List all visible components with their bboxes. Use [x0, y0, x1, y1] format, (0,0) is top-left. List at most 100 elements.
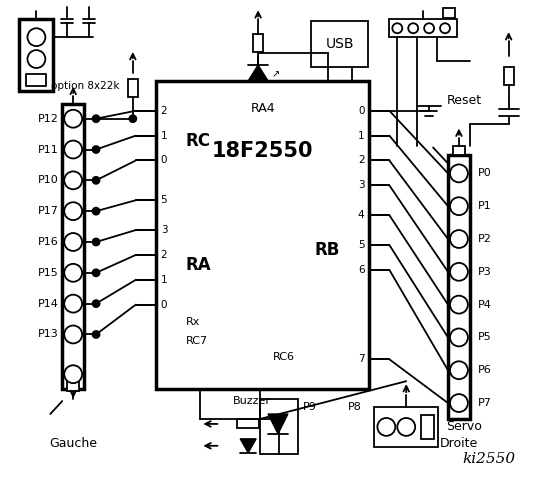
- Circle shape: [64, 325, 82, 343]
- Bar: [374, 407, 438, 447]
- Circle shape: [28, 50, 45, 68]
- Bar: [311, 21, 368, 67]
- Circle shape: [450, 296, 468, 313]
- Text: Rx: Rx: [185, 316, 200, 326]
- Bar: [453, 145, 465, 156]
- Circle shape: [92, 269, 100, 276]
- Circle shape: [28, 28, 45, 46]
- Circle shape: [129, 115, 137, 122]
- Text: RC7: RC7: [185, 336, 208, 347]
- Text: P1: P1: [478, 201, 492, 211]
- Circle shape: [397, 418, 415, 436]
- Text: P17: P17: [38, 206, 58, 216]
- Text: 2: 2: [161, 106, 168, 116]
- Text: 4: 4: [358, 210, 364, 220]
- Text: P5: P5: [478, 333, 492, 342]
- Circle shape: [450, 394, 468, 412]
- Circle shape: [440, 23, 450, 33]
- Circle shape: [64, 141, 82, 158]
- Text: 1: 1: [161, 131, 168, 141]
- Text: P9: P9: [303, 402, 317, 412]
- Text: P12: P12: [38, 114, 58, 124]
- Circle shape: [64, 202, 82, 220]
- Text: $\nearrow$: $\nearrow$: [270, 69, 281, 79]
- Bar: [421, 415, 434, 439]
- Bar: [260, 399, 298, 454]
- Bar: [253, 34, 263, 52]
- Text: 0: 0: [161, 156, 167, 166]
- Circle shape: [64, 365, 82, 383]
- Bar: [237, 420, 259, 429]
- Circle shape: [392, 23, 402, 33]
- Circle shape: [450, 165, 468, 182]
- Circle shape: [92, 115, 100, 122]
- Circle shape: [64, 110, 82, 128]
- Circle shape: [424, 23, 434, 33]
- Text: 0: 0: [358, 106, 364, 116]
- Text: 6: 6: [358, 265, 364, 275]
- Bar: [27, 74, 46, 86]
- Circle shape: [92, 208, 100, 215]
- Text: Servo: Servo: [446, 420, 482, 433]
- Circle shape: [92, 239, 100, 245]
- Text: Reset: Reset: [447, 94, 482, 108]
- Text: 2: 2: [358, 156, 364, 166]
- Bar: [504, 67, 514, 85]
- Text: P7: P7: [478, 398, 492, 408]
- Text: ki2550: ki2550: [462, 452, 515, 466]
- Bar: [389, 19, 457, 37]
- Text: 3: 3: [161, 225, 168, 235]
- Text: RA: RA: [185, 256, 211, 274]
- Bar: [67, 381, 79, 391]
- Text: P10: P10: [38, 175, 58, 185]
- Text: USB: USB: [325, 37, 354, 51]
- Bar: [62, 104, 84, 389]
- Bar: [128, 79, 138, 97]
- Circle shape: [64, 171, 82, 189]
- Circle shape: [92, 331, 100, 338]
- Text: P11: P11: [38, 144, 58, 155]
- Circle shape: [92, 300, 100, 307]
- Text: 3: 3: [358, 180, 364, 190]
- Text: 7: 7: [358, 354, 364, 364]
- Text: P6: P6: [478, 365, 492, 375]
- Bar: [443, 8, 455, 18]
- Text: P13: P13: [38, 329, 58, 339]
- Text: P8: P8: [348, 402, 362, 412]
- Text: P2: P2: [478, 234, 492, 244]
- Polygon shape: [268, 414, 288, 434]
- Text: RB: RB: [314, 241, 340, 259]
- Text: RC: RC: [185, 132, 211, 150]
- Circle shape: [450, 263, 468, 281]
- Text: P3: P3: [478, 267, 492, 277]
- Polygon shape: [248, 65, 268, 81]
- Text: RA4: RA4: [251, 102, 275, 115]
- Text: P4: P4: [478, 300, 492, 310]
- Polygon shape: [240, 439, 256, 453]
- Text: option 8x22k: option 8x22k: [51, 81, 120, 91]
- Text: P16: P16: [38, 237, 58, 247]
- Circle shape: [64, 233, 82, 251]
- Text: P15: P15: [38, 268, 58, 278]
- Circle shape: [92, 146, 100, 153]
- Text: 1: 1: [358, 131, 364, 141]
- Text: Droite: Droite: [440, 437, 478, 450]
- Circle shape: [450, 328, 468, 347]
- Bar: [156, 81, 369, 389]
- Circle shape: [64, 264, 82, 282]
- Text: Buzzer: Buzzer: [233, 396, 271, 406]
- Circle shape: [450, 197, 468, 215]
- Circle shape: [408, 23, 418, 33]
- Text: P0: P0: [478, 168, 492, 179]
- Bar: [448, 156, 470, 419]
- Circle shape: [450, 230, 468, 248]
- Circle shape: [92, 177, 100, 184]
- Text: 2: 2: [161, 250, 168, 260]
- Text: 1: 1: [161, 275, 168, 285]
- Text: P14: P14: [38, 299, 58, 309]
- Text: 0: 0: [161, 300, 167, 310]
- Text: 5: 5: [358, 240, 364, 250]
- Circle shape: [377, 418, 395, 436]
- Text: 5: 5: [161, 195, 168, 205]
- Circle shape: [450, 361, 468, 379]
